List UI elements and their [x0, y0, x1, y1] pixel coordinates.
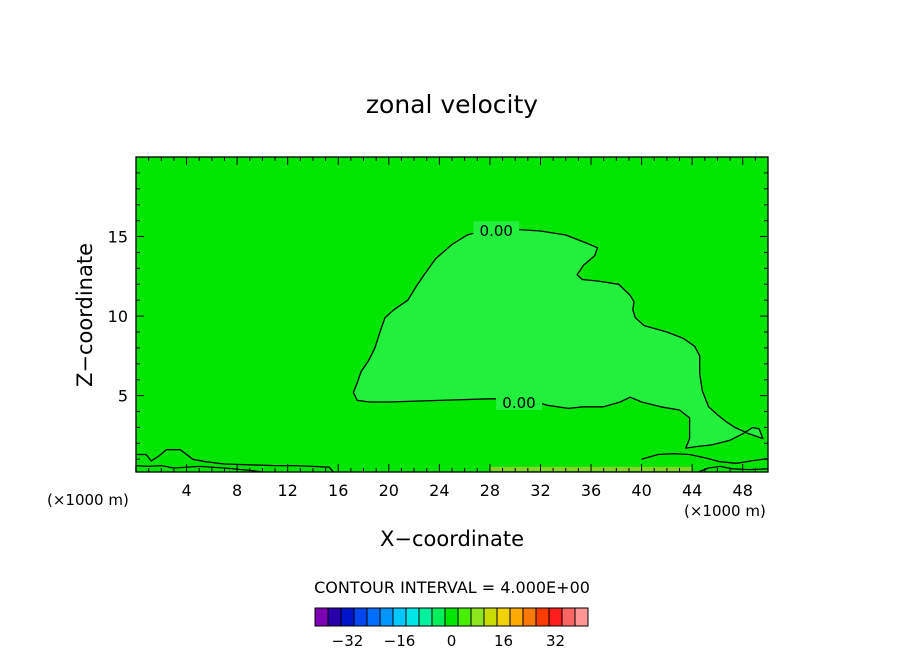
x-tick-label: 24: [429, 481, 449, 500]
x-tick-label: 28: [480, 481, 500, 500]
contour-line-4: [698, 465, 769, 473]
y-tick-label: 5: [118, 387, 128, 406]
contour-label-bg: [495, 393, 542, 410]
x-axis-label: X−coordinate: [380, 527, 524, 551]
colorbar-swatch: [496, 607, 511, 627]
contour-label: 0.00: [502, 394, 535, 412]
contour-label-bg: [473, 221, 520, 239]
y-tick-label: 10: [108, 307, 128, 326]
contour-line-1: [136, 449, 334, 473]
colorbar-tick-label: −32: [332, 632, 364, 650]
colorbar-swatch: [535, 607, 550, 627]
colorbar-swatch: [444, 607, 459, 627]
x-tick-label: 32: [530, 481, 550, 500]
colorbar-swatch: [379, 607, 394, 627]
chart-title: zonal velocity: [366, 90, 538, 119]
colorbar-swatch: [392, 607, 407, 627]
colorbar-swatch: [340, 607, 355, 627]
x-tick-label: 20: [379, 481, 399, 500]
colorbar-tick-label: 0: [447, 632, 457, 650]
colorbar-swatch: [483, 607, 498, 627]
x-tick-label: 40: [631, 481, 651, 500]
x-tick-label: 36: [581, 481, 601, 500]
y-tick-label: 15: [108, 228, 128, 247]
colorbar-swatch: [405, 607, 420, 627]
colorbar-swatch: [548, 607, 563, 627]
colorbar-tick-label: 16: [494, 632, 513, 650]
x-tick-label: 48: [733, 481, 753, 500]
colorbar-swatch: [470, 607, 485, 627]
x-tick-label: 16: [328, 481, 348, 500]
contour-interval-label: CONTOUR INTERVAL = 4.000E+00: [314, 578, 590, 597]
x-unit-left: (×1000 m): [47, 491, 129, 509]
colorbar-swatch: [574, 607, 589, 627]
colorbar-swatch: [353, 607, 368, 627]
x-tick-label: 12: [278, 481, 298, 500]
contour-label: 0.00: [480, 222, 513, 240]
y-axis-label: Z−coordinate: [73, 243, 97, 387]
colorbar-swatch: [418, 607, 433, 627]
x-tick-label: 8: [232, 481, 242, 500]
colorbar: −32 −16 0 16 32: [314, 607, 589, 650]
plot-area: 0.00 0.00: [135, 157, 769, 473]
colorbar-tick-label: 32: [546, 632, 565, 650]
contour-line-0: [352, 228, 764, 449]
colorbar-swatch: [314, 607, 329, 627]
colorbar-swatch: [457, 607, 472, 627]
colorbar-swatch: [509, 607, 524, 627]
colorbar-tick-label: −16: [384, 632, 416, 650]
x-tick-label: 44: [682, 481, 702, 500]
colorbar-swatch: [522, 607, 537, 627]
colorbar-swatch: [327, 607, 342, 627]
colorbar-swatch: [431, 607, 446, 627]
colorbar-swatch: [366, 607, 381, 627]
x-unit-right: (×1000 m): [684, 502, 766, 520]
contour-line-3: [641, 453, 769, 464]
x-tick-label: 4: [181, 481, 191, 500]
colorbar-swatch: [561, 607, 576, 627]
